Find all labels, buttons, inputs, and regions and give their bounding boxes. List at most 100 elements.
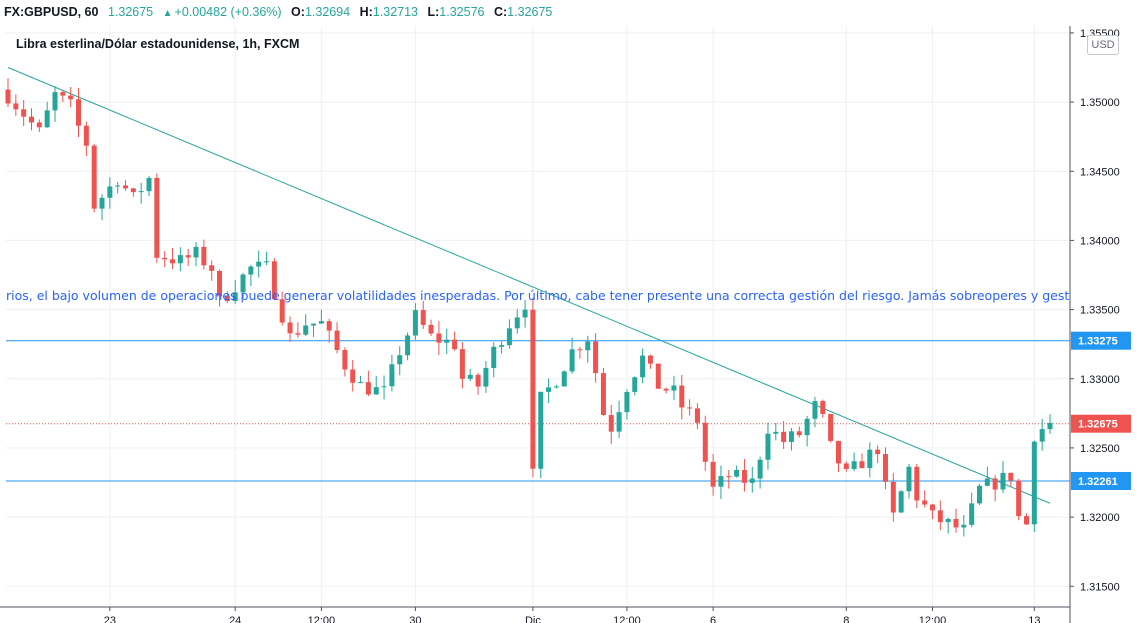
candle-body (217, 270, 223, 297)
trendline-layer (7, 67, 1051, 504)
candle-body (694, 408, 700, 423)
candle-body (295, 333, 301, 335)
price-tick-label: 1.32000 (1080, 512, 1120, 524)
candle-body (843, 463, 849, 469)
candle-body (522, 309, 528, 318)
candle-body (820, 401, 826, 414)
time-tick-label: Dic (525, 615, 541, 623)
candle-body (420, 310, 426, 325)
candle-body (640, 355, 646, 378)
candle-body (201, 246, 207, 266)
candle-body (914, 466, 920, 501)
candle-body (44, 110, 50, 128)
candle-body (452, 339, 458, 350)
candle-body (569, 349, 575, 372)
candle-body (890, 481, 896, 513)
candle-body (616, 412, 622, 432)
candle-body (1047, 422, 1053, 430)
candles-layer (5, 78, 1053, 537)
price-tick-label: 1.33500 (1080, 305, 1120, 317)
time-tick-label: 13 (1028, 615, 1040, 623)
candle-body (600, 373, 606, 416)
time-tick-label: 12:00 (308, 615, 336, 623)
price-tick-label: 1.32500 (1080, 443, 1120, 455)
candle-body (177, 255, 183, 264)
candle-body (146, 177, 152, 192)
candle-body (365, 382, 371, 395)
candle-body (405, 335, 411, 356)
candle-body (428, 324, 434, 334)
candle-body (953, 518, 959, 528)
chart-title: Libra esterlina/Dólar estadounidense, 1h… (16, 37, 300, 51)
level-label: 1.32261 (1078, 476, 1118, 488)
candle-body (961, 524, 967, 528)
candle-body (882, 454, 888, 482)
price-tick-label: 1.34000 (1080, 235, 1120, 247)
price-axis: 1.355001.350001.345001.340001.335001.330… (0, 26, 1120, 623)
candle-body (765, 433, 771, 460)
level-label-bg (1071, 471, 1131, 490)
candle-body (687, 407, 693, 409)
candle-body (828, 413, 834, 441)
candle-body (483, 368, 489, 387)
candle-body (875, 449, 881, 455)
time-tick-label: 8 (843, 615, 849, 623)
horizontal-lines-layer: 1.33275 1.32261 1.32675 (6, 331, 1131, 490)
candle-body (248, 266, 254, 275)
symbol-label[interactable]: FX:GBPUSD, 60 (4, 5, 99, 19)
candle-body (373, 387, 379, 395)
candle-body (984, 478, 990, 486)
candle-body (726, 476, 732, 478)
price-tick-label: 1.34500 (1080, 166, 1120, 178)
level-label-bg (1071, 331, 1131, 350)
candle-body (389, 364, 395, 387)
open-value: 1.32694 (304, 5, 351, 19)
candle-body (193, 246, 199, 258)
candle-body (130, 188, 136, 193)
candle-body (1031, 441, 1037, 525)
candle-body (334, 330, 340, 350)
candle-body (21, 109, 27, 117)
currency-button[interactable]: USD (1087, 35, 1119, 55)
candle-body (224, 296, 230, 302)
last-price: 1.32675 (107, 5, 154, 19)
price-tick-label: 1.35000 (1080, 97, 1120, 109)
candle-body (60, 92, 66, 96)
time-tick-label: 6 (710, 615, 716, 623)
low-value: 1.32576 (439, 5, 485, 19)
candle-body (608, 415, 614, 432)
candle-body (5, 89, 11, 104)
candle-body (52, 92, 58, 111)
current-price-label-bg (1071, 414, 1131, 433)
candle-body (647, 355, 653, 364)
candle-body (107, 186, 113, 198)
candle-body (232, 292, 238, 302)
candle-body (749, 478, 755, 483)
candle-body (679, 385, 685, 408)
close-label: C: (493, 5, 508, 19)
candle-body (303, 325, 309, 335)
candle-body (585, 341, 591, 351)
candle-body (326, 321, 332, 331)
news-ticker: rios, el bajo volumen de operaciones pue… (6, 288, 1070, 303)
candle-body (459, 349, 465, 379)
up-triangle-icon: ▲ (162, 8, 173, 19)
candle-body (593, 341, 599, 374)
candle-body (804, 418, 810, 436)
candle-body (467, 374, 473, 379)
candle-body (1016, 480, 1022, 517)
candle-body (342, 349, 348, 370)
candle-body (264, 261, 270, 263)
candle-body (718, 476, 724, 487)
candle-body (796, 431, 802, 436)
candle-body (1000, 472, 1006, 490)
candle-body (170, 259, 176, 264)
candle-body (969, 503, 975, 525)
candle-body (29, 116, 35, 123)
candle-body (154, 177, 160, 258)
candle-body (350, 369, 356, 383)
price-tick-label: 1.33000 (1080, 374, 1120, 386)
candle-body (538, 391, 544, 469)
close-value: 1.32675 (507, 5, 553, 19)
